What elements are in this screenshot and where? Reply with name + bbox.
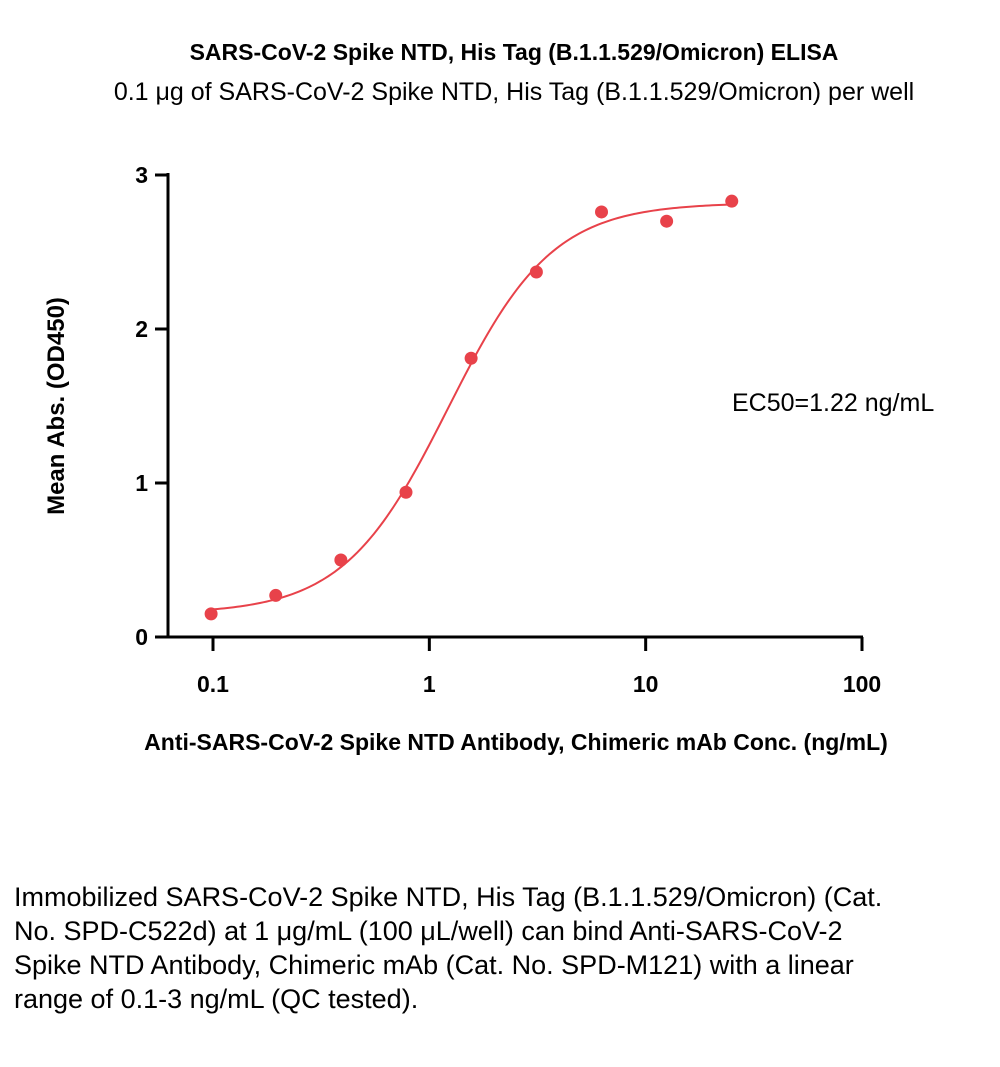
x-axis-label: Anti-SARS-CoV-2 Spike NTD Antibody, Chim… (144, 729, 888, 755)
ec50-annotation: EC50=1.22 ng/mL (732, 389, 934, 417)
fit-curve (211, 203, 732, 611)
elisa-chart: SARS-CoV-2 Spike NTD, His Tag (B.1.1.529… (43, 39, 934, 755)
data-point (529, 265, 543, 279)
data-point (269, 588, 283, 602)
y-axis-label: Mean Abs. (OD450) (43, 297, 70, 515)
data-point (725, 194, 739, 208)
y-tick-label: 2 (135, 316, 148, 342)
x-tick-label: 10 (633, 671, 659, 697)
data-point (334, 553, 348, 567)
x-tick-label: 100 (843, 671, 881, 697)
x-tick-label: 0.1 (197, 671, 229, 697)
data-point (464, 351, 478, 365)
data-point (399, 485, 413, 499)
chart-axes: 0 1 2 3 0.1 1 10 100 (135, 162, 881, 697)
chart-title: SARS-CoV-2 Spike NTD, His Tag (B.1.1.529… (190, 39, 839, 65)
data-point (595, 205, 609, 219)
figure-caption: Immobilized SARS-CoV-2 Spike NTD, His Ta… (14, 882, 883, 1014)
data-point (204, 607, 218, 621)
data-point (660, 214, 674, 228)
chart-subtitle: 0.1 μg of SARS-CoV-2 Spike NTD, His Tag … (114, 78, 914, 106)
data-points (204, 194, 739, 621)
y-tick-label: 0 (135, 624, 148, 650)
y-tick-label: 1 (135, 470, 148, 496)
x-tick-label: 1 (423, 671, 436, 697)
y-tick-label: 3 (135, 162, 148, 188)
